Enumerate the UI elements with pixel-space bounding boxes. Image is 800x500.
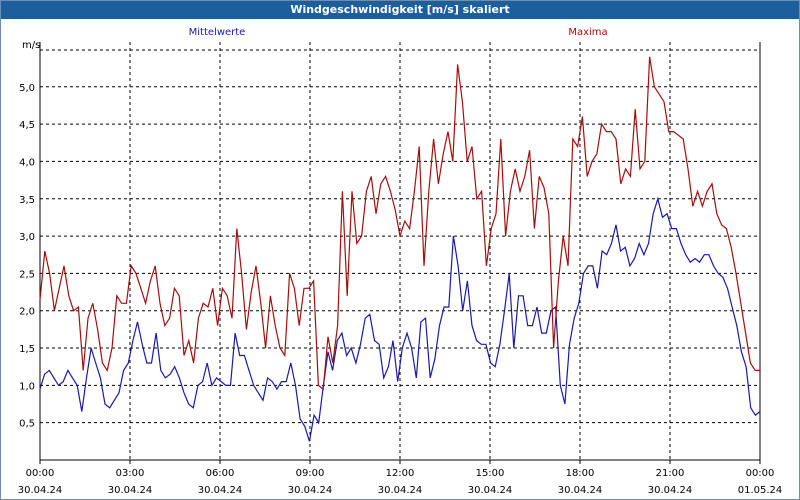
x-tick-date: 30.04.24 bbox=[558, 485, 603, 496]
x-tick-time: 18:00 bbox=[566, 468, 595, 479]
x-tick-date: 30.04.24 bbox=[378, 485, 423, 496]
y-tick-label: 2,5 bbox=[19, 269, 35, 280]
series-line-maxima bbox=[39, 56, 760, 391]
x-tick-time: 00:00 bbox=[746, 468, 775, 479]
x-tick-time: 00:00 bbox=[26, 468, 55, 479]
y-tick-label: 4,5 bbox=[19, 120, 35, 131]
y-tick-label: 4,0 bbox=[19, 157, 35, 168]
x-tick-date: 30.04.24 bbox=[198, 485, 243, 496]
x-tick-time: 09:00 bbox=[296, 468, 325, 479]
y-tick-label: 0,5 bbox=[19, 419, 35, 430]
x-tick-time: 06:00 bbox=[206, 468, 235, 479]
legend-max: Maxima bbox=[568, 27, 607, 38]
grid bbox=[40, 42, 760, 460]
x-tick-date: 01.05.24 bbox=[738, 485, 783, 496]
y-tick-label: 2,0 bbox=[19, 307, 35, 318]
x-tick-time: 21:00 bbox=[656, 468, 685, 479]
series-line-mittelwerte bbox=[39, 196, 761, 442]
window-title: Windgeschwindigkeit [m/s] skaliert bbox=[1, 1, 799, 19]
x-tick-date: 30.04.24 bbox=[108, 485, 153, 496]
x-ticks: 00:00 30.04.24 03:00 30.04.24 06:00 30.04.24 0… bbox=[18, 468, 783, 496]
y-tick-label: 5,0 bbox=[19, 83, 35, 94]
x-tick-time: 03:00 bbox=[116, 468, 145, 479]
y-tick-label: 1,5 bbox=[19, 344, 35, 355]
y-tick-label: 1,0 bbox=[19, 381, 35, 392]
series-lines bbox=[39, 56, 761, 442]
x-tick-date: 30.04.24 bbox=[468, 485, 513, 496]
x-tick-date: 30.04.24 bbox=[648, 485, 693, 496]
x-tick-date: 30.04.24 bbox=[288, 485, 333, 496]
x-tick-time: 12:00 bbox=[386, 468, 415, 479]
legend-mean: Mittelwerte bbox=[189, 27, 246, 38]
x-tick-date: 30.04.24 bbox=[18, 485, 63, 496]
y-tick-label: 3,0 bbox=[19, 232, 35, 243]
axes bbox=[39, 42, 761, 464]
y-axis-label: m/s bbox=[22, 40, 40, 51]
y-ticks: 0,5 1,0 1,5 2,0 2,5 3,0 3,5 4,0 4,5 5,0 bbox=[19, 83, 35, 430]
x-tick-time: 15:00 bbox=[476, 468, 505, 479]
y-tick-label: 3,5 bbox=[19, 195, 35, 206]
